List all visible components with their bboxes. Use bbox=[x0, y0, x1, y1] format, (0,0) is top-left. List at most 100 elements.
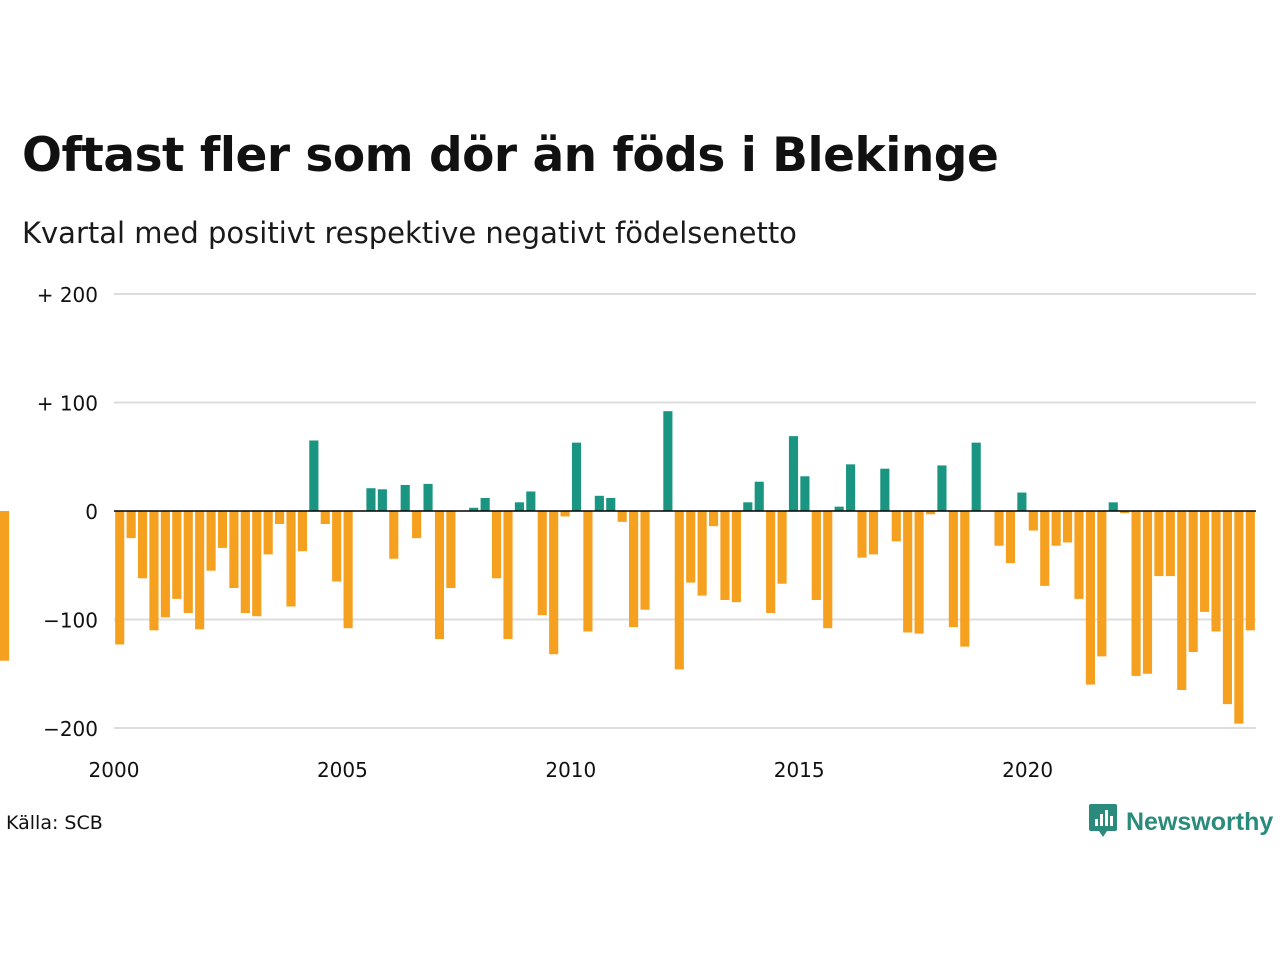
newsworthy-logo-icon bbox=[1088, 802, 1118, 842]
bar bbox=[1108, 502, 1118, 511]
bar bbox=[343, 511, 353, 629]
bar bbox=[514, 502, 524, 511]
bar bbox=[674, 511, 684, 670]
y-tick-label: −200 bbox=[43, 717, 98, 741]
bar bbox=[126, 511, 136, 539]
bar bbox=[206, 511, 216, 571]
bar bbox=[743, 502, 753, 511]
bar bbox=[594, 495, 604, 511]
bar bbox=[366, 488, 376, 511]
bar bbox=[788, 436, 799, 511]
bar bbox=[1234, 511, 1244, 724]
bar bbox=[731, 511, 741, 603]
bar bbox=[606, 497, 616, 511]
x-tick-label: 2015 bbox=[774, 758, 825, 782]
bar bbox=[320, 511, 330, 525]
bar bbox=[1222, 511, 1233, 705]
bar bbox=[1131, 511, 1141, 676]
bar bbox=[480, 497, 490, 511]
bar bbox=[195, 511, 205, 630]
bar bbox=[1005, 511, 1016, 564]
bar bbox=[412, 511, 422, 539]
grid-layer bbox=[114, 293, 1256, 729]
bar bbox=[1063, 511, 1073, 543]
bar bbox=[925, 511, 936, 515]
bar bbox=[629, 511, 639, 628]
bar bbox=[172, 511, 182, 599]
bar bbox=[834, 506, 844, 511]
bar bbox=[503, 511, 513, 640]
bar bbox=[948, 511, 958, 628]
bar bbox=[400, 484, 410, 511]
newsworthy-logo-text: Newsworthy bbox=[1126, 807, 1274, 836]
bar bbox=[537, 511, 547, 616]
bar bbox=[137, 511, 148, 579]
bar bbox=[1200, 511, 1210, 612]
bar bbox=[492, 511, 502, 579]
bar bbox=[754, 481, 764, 511]
bar bbox=[309, 440, 319, 511]
bar bbox=[891, 511, 901, 542]
y-tick-label: 0 bbox=[85, 500, 98, 524]
source-note: Källa: SCB bbox=[6, 812, 103, 834]
bar bbox=[583, 511, 593, 632]
x-tick-label: 2010 bbox=[545, 758, 596, 782]
bar bbox=[469, 507, 479, 511]
bar bbox=[914, 511, 924, 634]
bar bbox=[1154, 511, 1164, 577]
bar bbox=[297, 511, 307, 552]
newsworthy-logo[interactable]: Newsworthy bbox=[1088, 802, 1273, 842]
bar bbox=[526, 491, 536, 511]
bar bbox=[377, 489, 387, 511]
chart-subtitle: Kvartal med positivt respektive negativt… bbox=[22, 216, 797, 250]
bar bbox=[183, 511, 193, 613]
bar bbox=[286, 511, 296, 607]
bar bbox=[149, 511, 159, 631]
bar bbox=[275, 511, 285, 525]
bar bbox=[1028, 511, 1038, 531]
bar bbox=[811, 511, 821, 600]
bar bbox=[800, 476, 810, 511]
bar bbox=[1097, 511, 1107, 657]
bar-layer bbox=[0, 411, 1255, 724]
bar bbox=[1188, 511, 1198, 653]
bar bbox=[1017, 492, 1027, 511]
x-tick-label: 2020 bbox=[1002, 758, 1053, 782]
bar bbox=[868, 511, 878, 555]
bar bbox=[1074, 511, 1084, 599]
bar bbox=[446, 511, 456, 589]
bar bbox=[1142, 511, 1153, 674]
bar bbox=[617, 511, 627, 522]
bar bbox=[994, 511, 1004, 546]
bar bbox=[708, 511, 719, 527]
bar bbox=[263, 511, 273, 555]
bar bbox=[0, 511, 10, 661]
y-tick-label: + 100 bbox=[37, 392, 98, 416]
bar bbox=[423, 483, 433, 511]
bar bbox=[1165, 511, 1175, 577]
bar bbox=[252, 511, 262, 617]
bar bbox=[217, 511, 228, 548]
y-tick-label: −100 bbox=[43, 609, 98, 633]
bar bbox=[766, 511, 776, 613]
bar bbox=[1085, 511, 1095, 685]
bar bbox=[549, 511, 559, 655]
bar bbox=[937, 465, 947, 511]
bar bbox=[1177, 511, 1187, 691]
bar bbox=[1245, 511, 1255, 631]
x-tick-label: 2000 bbox=[89, 758, 140, 782]
bar bbox=[640, 511, 650, 610]
bar bbox=[1040, 511, 1050, 586]
chart-title: Oftast fler som dör än föds i Blekinge bbox=[22, 128, 999, 183]
bar bbox=[115, 511, 125, 645]
bar bbox=[777, 511, 787, 584]
bar bbox=[697, 511, 707, 596]
bar bbox=[560, 511, 570, 517]
bar bbox=[1211, 511, 1221, 632]
bar bbox=[1051, 511, 1061, 546]
x-tick-label: 2005 bbox=[317, 758, 368, 782]
bar bbox=[229, 511, 239, 589]
bar bbox=[332, 511, 342, 582]
bar bbox=[686, 511, 696, 583]
